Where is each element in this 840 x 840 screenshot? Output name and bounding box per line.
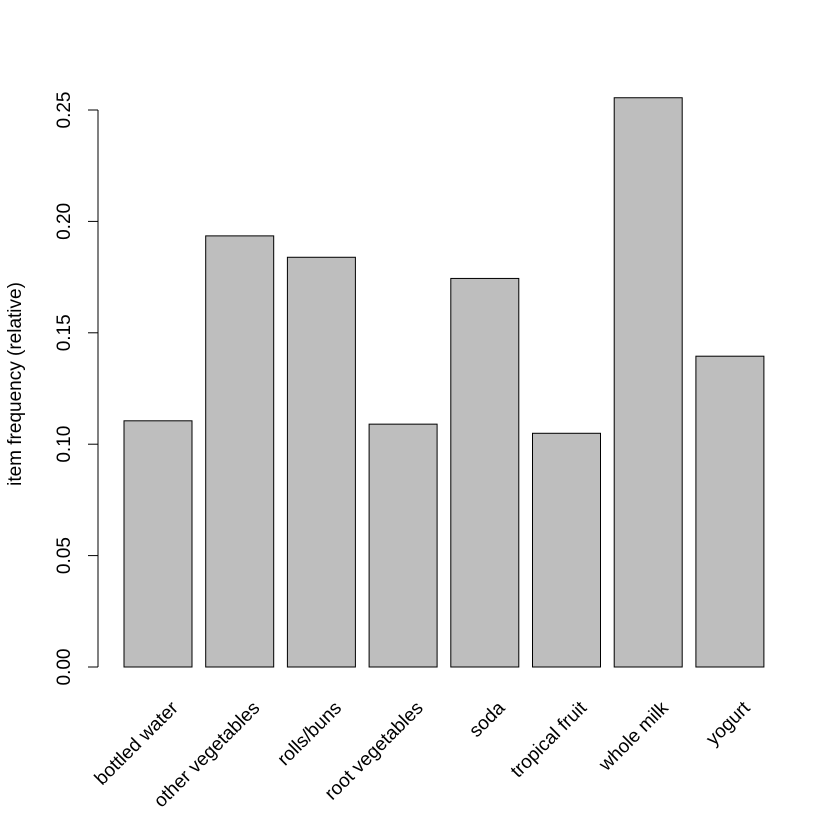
x-tick-label: rolls/buns [274,698,346,770]
x-tick-label: whole milk [595,697,674,776]
bars [123,97,765,668]
x-tick-label: soda [465,697,509,741]
bar [286,256,356,668]
y-tick-label: 0.15 [54,314,75,351]
y-tick-label: 0.10 [54,426,75,463]
bar [613,97,683,668]
bar [695,355,765,668]
x-tick-label: yogurt [702,697,755,750]
x-tick-label: tropical fruit [507,697,592,782]
y-tick-label: 0.05 [54,537,75,574]
y-axis-label: item frequency (relative) [5,282,26,486]
bar [205,235,275,668]
bar [368,423,438,668]
bar [532,432,601,668]
bar [450,277,520,668]
y-axis-label-group: item frequency (relative) [5,282,26,486]
x-tick-label: bottled water [91,697,183,789]
bar [123,420,193,668]
y-tick-label: 0.20 [54,203,75,240]
y-tick-label: 0.25 [54,92,75,129]
y-tick-label: 0.00 [54,649,75,686]
y-axis: 0.00 0.05 0.10 0.15 0.20 0.25 [54,92,99,686]
